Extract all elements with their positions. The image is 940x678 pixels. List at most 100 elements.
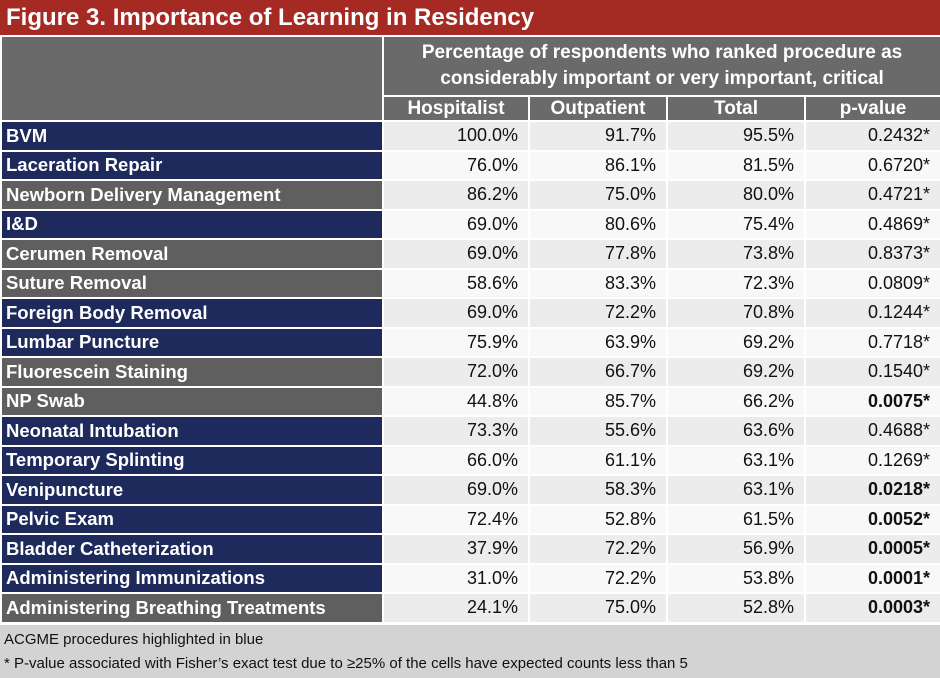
p-value: 0.4721* xyxy=(803,179,940,211)
table-row: BVM 100.0% 91.7% 95.5% 0.2432* xyxy=(0,120,940,152)
p-value: 0.0809* xyxy=(803,267,940,299)
outpatient-value: 83.3% xyxy=(528,267,668,299)
outpatient-value: 58.3% xyxy=(528,474,668,506)
column-header-hospitalist: Hospitalist xyxy=(382,95,530,122)
table-row: NP Swab 44.8% 85.7% 66.2% 0.0075* xyxy=(0,385,940,417)
table-row: Pelvic Exam 72.4% 52.8% 61.5% 0.0052* xyxy=(0,503,940,535)
hospitalist-value: 72.4% xyxy=(382,503,530,535)
table-row: Temporary Splinting 66.0% 61.1% 63.1% 0.1269… xyxy=(0,444,940,476)
p-value: 0.0075* xyxy=(803,385,940,417)
procedure-label: Newborn Delivery Management xyxy=(0,179,384,211)
hospitalist-value: 75.9% xyxy=(382,326,530,358)
table-row: Lumbar Puncture 75.9% 63.9% 69.2% 0.7718* xyxy=(0,326,940,358)
hospitalist-value: 69.0% xyxy=(382,208,530,240)
table-row: Cerumen Removal 69.0% 77.8% 73.8% 0.8373* xyxy=(0,238,940,270)
outpatient-value: 52.8% xyxy=(528,503,668,535)
total-value: 80.0% xyxy=(666,179,806,211)
hospitalist-value: 69.0% xyxy=(382,474,530,506)
hospitalist-value: 37.9% xyxy=(382,533,530,565)
total-value: 63.6% xyxy=(666,415,806,447)
hospitalist-value: 66.0% xyxy=(382,444,530,476)
hospitalist-value: 31.0% xyxy=(382,562,530,594)
table-body: BVM 100.0% 91.7% 95.5% 0.2432* Laceration Rep… xyxy=(0,120,940,624)
table-row: Newborn Delivery Management 86.2% 75.0% 80.… xyxy=(0,179,940,211)
procedure-label: Venipuncture xyxy=(0,474,384,506)
procedure-label: Fluorescein Staining xyxy=(0,356,384,388)
footnote-acgme: ACGME procedures highlighted in blue xyxy=(4,631,264,648)
procedure-label: Suture Removal xyxy=(0,267,384,299)
procedure-label: Cerumen Removal xyxy=(0,238,384,270)
outpatient-value: 85.7% xyxy=(528,385,668,417)
procedure-label: Temporary Splinting xyxy=(0,444,384,476)
hospitalist-value: 69.0% xyxy=(382,297,530,329)
column-header-p-value: p-value xyxy=(803,95,940,122)
outpatient-value: 91.7% xyxy=(528,120,668,152)
total-value: 53.8% xyxy=(666,562,806,594)
p-value: 0.8373* xyxy=(803,238,940,270)
procedure-label: Bladder Catheterization xyxy=(0,533,384,565)
footnote-fisher: * P-value associated with Fisher’s exact… xyxy=(4,655,688,672)
column-header-outpatient: Outpatient xyxy=(528,95,668,122)
p-value: 0.0052* xyxy=(803,503,940,535)
table-row: Neonatal Intubation 73.3% 55.6% 63.6% 0.4688… xyxy=(0,415,940,447)
procedure-label: Laceration Repair xyxy=(0,149,384,181)
hospitalist-value: 58.6% xyxy=(382,267,530,299)
outpatient-value: 75.0% xyxy=(528,592,668,624)
p-value: 0.0005* xyxy=(803,533,940,565)
outpatient-value: 72.2% xyxy=(528,562,668,594)
total-value: 70.8% xyxy=(666,297,806,329)
total-value: 75.4% xyxy=(666,208,806,240)
table-row: Bladder Catheterization 37.9% 72.2% 56.9% 0.… xyxy=(0,533,940,565)
table-row: Venipuncture 69.0% 58.3% 63.1% 0.0218* xyxy=(0,474,940,506)
total-value: 63.1% xyxy=(666,474,806,506)
outpatient-value: 63.9% xyxy=(528,326,668,358)
p-value: 0.0001* xyxy=(803,562,940,594)
procedure-label: Administering Breathing Treatments xyxy=(0,592,384,624)
procedure-label: Pelvic Exam xyxy=(0,503,384,535)
figure-title: Figure 3. Importance of Learning in Resi… xyxy=(0,0,940,35)
hospitalist-value: 86.2% xyxy=(382,179,530,211)
p-value: 0.0003* xyxy=(803,592,940,624)
footnote-box: ACGME procedures highlighted in blue * P… xyxy=(0,625,940,678)
table-row: Fluorescein Staining 72.0% 66.7% 69.2% 0.154… xyxy=(0,356,940,388)
total-value: 56.9% xyxy=(666,533,806,565)
p-value: 0.4869* xyxy=(803,208,940,240)
p-value: 0.1269* xyxy=(803,444,940,476)
procedure-label: I&D xyxy=(0,208,384,240)
hospitalist-value: 72.0% xyxy=(382,356,530,388)
total-value: 61.5% xyxy=(666,503,806,535)
p-value: 0.7718* xyxy=(803,326,940,358)
header-corner xyxy=(0,35,384,122)
total-value: 66.2% xyxy=(666,385,806,417)
hospitalist-value: 69.0% xyxy=(382,238,530,270)
procedure-label: Foreign Body Removal xyxy=(0,297,384,329)
outpatient-value: 55.6% xyxy=(528,415,668,447)
table-row: Laceration Repair 76.0% 86.1% 81.5% 0.6720* xyxy=(0,149,940,181)
p-value: 0.1244* xyxy=(803,297,940,329)
outpatient-value: 75.0% xyxy=(528,179,668,211)
table-row: Suture Removal 58.6% 83.3% 72.3% 0.0809* xyxy=(0,267,940,299)
table-row: Administering Immunizations 31.0% 72.2% 53.… xyxy=(0,562,940,594)
hospitalist-value: 73.3% xyxy=(382,415,530,447)
span-header-line-2: considerably important or very important… xyxy=(440,68,884,89)
procedure-label: BVM xyxy=(0,120,384,152)
outpatient-value: 61.1% xyxy=(528,444,668,476)
total-value: 73.8% xyxy=(666,238,806,270)
procedure-label: Lumbar Puncture xyxy=(0,326,384,358)
procedure-label: Neonatal Intubation xyxy=(0,415,384,447)
hospitalist-value: 24.1% xyxy=(382,592,530,624)
span-header-line-1: Percentage of respondents who ranked pro… xyxy=(421,42,903,63)
total-value: 95.5% xyxy=(666,120,806,152)
p-value: 0.0218* xyxy=(803,474,940,506)
total-value: 72.3% xyxy=(666,267,806,299)
outpatient-value: 86.1% xyxy=(528,149,668,181)
hospitalist-value: 44.8% xyxy=(382,385,530,417)
procedure-label: Administering Immunizations xyxy=(0,562,384,594)
outpatient-value: 66.7% xyxy=(528,356,668,388)
total-value: 63.1% xyxy=(666,444,806,476)
results-table: Percentage of respondents who ranked pro… xyxy=(0,35,940,624)
p-value: 0.2432* xyxy=(803,120,940,152)
table-row: Administering Breathing Treatments 24.1% 7… xyxy=(0,592,940,624)
hospitalist-value: 100.0% xyxy=(382,120,530,152)
